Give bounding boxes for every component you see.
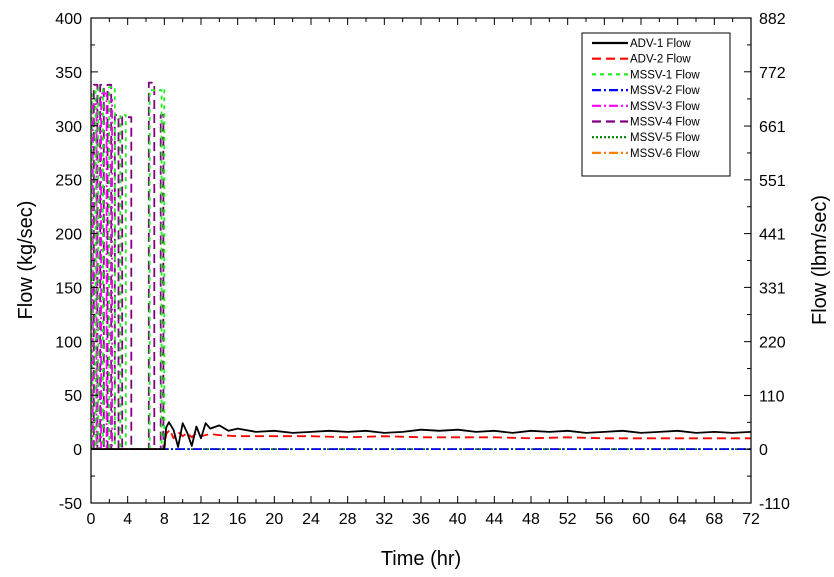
y-tick-label: -50 <box>59 496 82 513</box>
legend-box <box>581 32 731 177</box>
x-tick-label: 40 <box>449 511 467 528</box>
x-tick-label: 52 <box>559 511 577 528</box>
series-line-adv-2-flow <box>91 428 751 451</box>
x-tick-label: 28 <box>339 511 357 528</box>
y-tick-label: 50 <box>64 388 82 405</box>
y2-tick-label: 661 <box>759 119 786 136</box>
x-tick-label: 56 <box>595 511 613 528</box>
x-tick-label: 44 <box>485 511 503 528</box>
x-tick-label: 64 <box>669 511 687 528</box>
legend-label: ADV-1 Flow <box>630 38 691 50</box>
legend-label: MSSV-3 Flow <box>630 101 700 113</box>
y2-tick-label: -110 <box>759 496 790 513</box>
legend-label: MSSV-1 Flow <box>630 69 700 81</box>
legend-label: MSSV-5 Flow <box>630 132 700 144</box>
y2-tick-label: 110 <box>759 388 785 405</box>
x-tick-label: 68 <box>705 511 723 528</box>
x-axis-title: Time (hr) <box>381 548 461 570</box>
x-tick-label: 12 <box>192 511 210 528</box>
y-tick-label: 150 <box>55 280 82 297</box>
legend-label: ADV-2 Flow <box>630 54 691 66</box>
legend: ADV-1 Flow ADV-2 Flow MSSV-1 Flow MSSV-2 Fl… <box>581 32 731 177</box>
series-line-adv-1-flow <box>91 421 751 451</box>
y-tick-label: 0 <box>73 442 82 459</box>
y2-tick-label: 331 <box>759 280 786 297</box>
y2-axis-title: Flow (lbm/sec) <box>809 195 831 325</box>
y-tick-label: 200 <box>55 227 82 244</box>
x-tick-label: 4 <box>123 511 132 528</box>
x-tick-label: 72 <box>742 511 760 528</box>
y-tick-label: 400 <box>55 11 82 28</box>
y2-tick-label: 772 <box>759 65 786 82</box>
x-tick-label: 48 <box>522 511 540 528</box>
x-tick-label: 16 <box>229 511 247 528</box>
x-tick-label: 60 <box>632 511 650 528</box>
x-tick-label: 24 <box>302 511 320 528</box>
series-line-mssv-4-flow <box>92 81 165 451</box>
y-tick-label: 100 <box>55 334 82 351</box>
y-tick-label: 250 <box>55 173 82 190</box>
y2-tick-label: 882 <box>759 11 786 28</box>
x-tick-label: 8 <box>160 511 169 528</box>
y-tick-label: 350 <box>55 65 82 82</box>
x-tick-label: 36 <box>412 511 430 528</box>
x-tick-label: 20 <box>265 511 283 528</box>
x-tick-label: 0 <box>87 511 96 528</box>
y2-tick-label: 0 <box>759 442 768 459</box>
y2-tick-label: 551 <box>759 173 786 190</box>
ticks-layer: 0 4 8 12 16 20 24 28 32 36 40 44 48 52 56 60 64 68 72-5005… <box>55 11 790 528</box>
y2-tick-label: 220 <box>759 335 786 352</box>
legend-label: MSSV-4 Flow <box>630 117 700 129</box>
y-tick-label: 300 <box>55 119 82 136</box>
legend-label: MSSV-2 Flow <box>630 85 700 97</box>
y2-tick-label: 441 <box>759 227 786 244</box>
x-tick-label: 32 <box>375 511 393 528</box>
y-axis-title: Flow (kg/sec) <box>15 201 37 320</box>
legend-label: MSSV-6 Flow <box>630 148 700 160</box>
